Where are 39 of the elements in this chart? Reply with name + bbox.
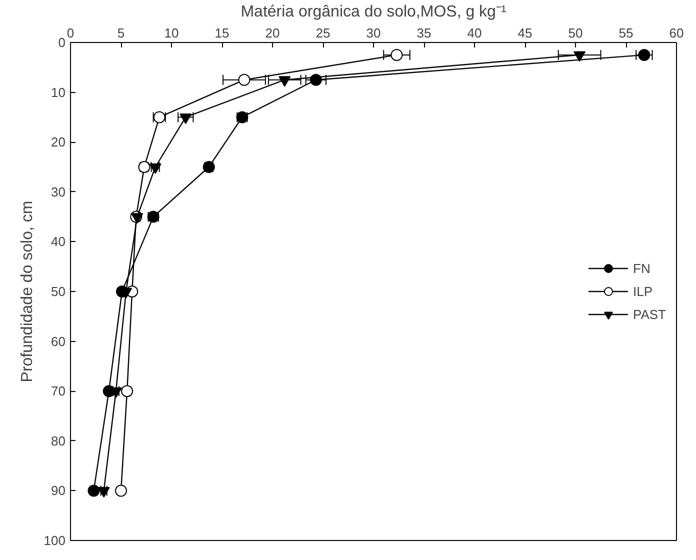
y-tick-label: 50 bbox=[51, 284, 66, 299]
point bbox=[638, 48, 650, 61]
x-tick-label: 20 bbox=[265, 26, 280, 40]
x-tick-label: 30 bbox=[366, 26, 381, 40]
y-tick-label: 60 bbox=[51, 334, 66, 349]
point bbox=[574, 51, 586, 62]
x-tick-label: 10 bbox=[164, 26, 179, 40]
y-tick-label: 40 bbox=[51, 234, 66, 250]
x-tick-label: 45 bbox=[518, 26, 532, 40]
legend-label: PAST bbox=[633, 306, 666, 322]
x-tick-label: 25 bbox=[316, 26, 330, 40]
point bbox=[121, 385, 134, 398]
y-tick-label: 10 bbox=[51, 84, 66, 100]
point bbox=[88, 484, 100, 497]
y-tick-label: 20 bbox=[51, 134, 66, 150]
x-tick-label: 15 bbox=[214, 26, 230, 40]
y-tick-label: 100 bbox=[44, 533, 66, 548]
x-tick-label: 55 bbox=[618, 26, 634, 40]
y-axis-title: Profundidade do solo, cm bbox=[18, 200, 36, 382]
y-tick-label: 80 bbox=[51, 433, 66, 448]
legend-label: FN bbox=[633, 260, 652, 276]
legend-label: ILP bbox=[633, 284, 653, 298]
point bbox=[115, 484, 127, 497]
x-tick-label: 35 bbox=[416, 26, 432, 40]
y-tick-label: 70 bbox=[51, 384, 66, 399]
y-tick-label: 90 bbox=[51, 483, 66, 498]
y-tick-label: 30 bbox=[51, 184, 66, 200]
x-tick-label: 60 bbox=[669, 26, 684, 40]
x-tick-label: 40 bbox=[467, 26, 482, 40]
point bbox=[278, 76, 291, 87]
x-axis-title: Matéria orgânica do solo,MOS, g kg⁻¹ bbox=[240, 4, 506, 20]
point bbox=[238, 74, 250, 86]
point bbox=[131, 213, 144, 224]
point bbox=[390, 48, 403, 61]
x-tick-label: 50 bbox=[568, 26, 583, 40]
point bbox=[310, 74, 322, 86]
point bbox=[98, 487, 110, 498]
y-tick-label: 0 bbox=[58, 35, 66, 50]
x-tick-label: 5 bbox=[117, 26, 125, 40]
